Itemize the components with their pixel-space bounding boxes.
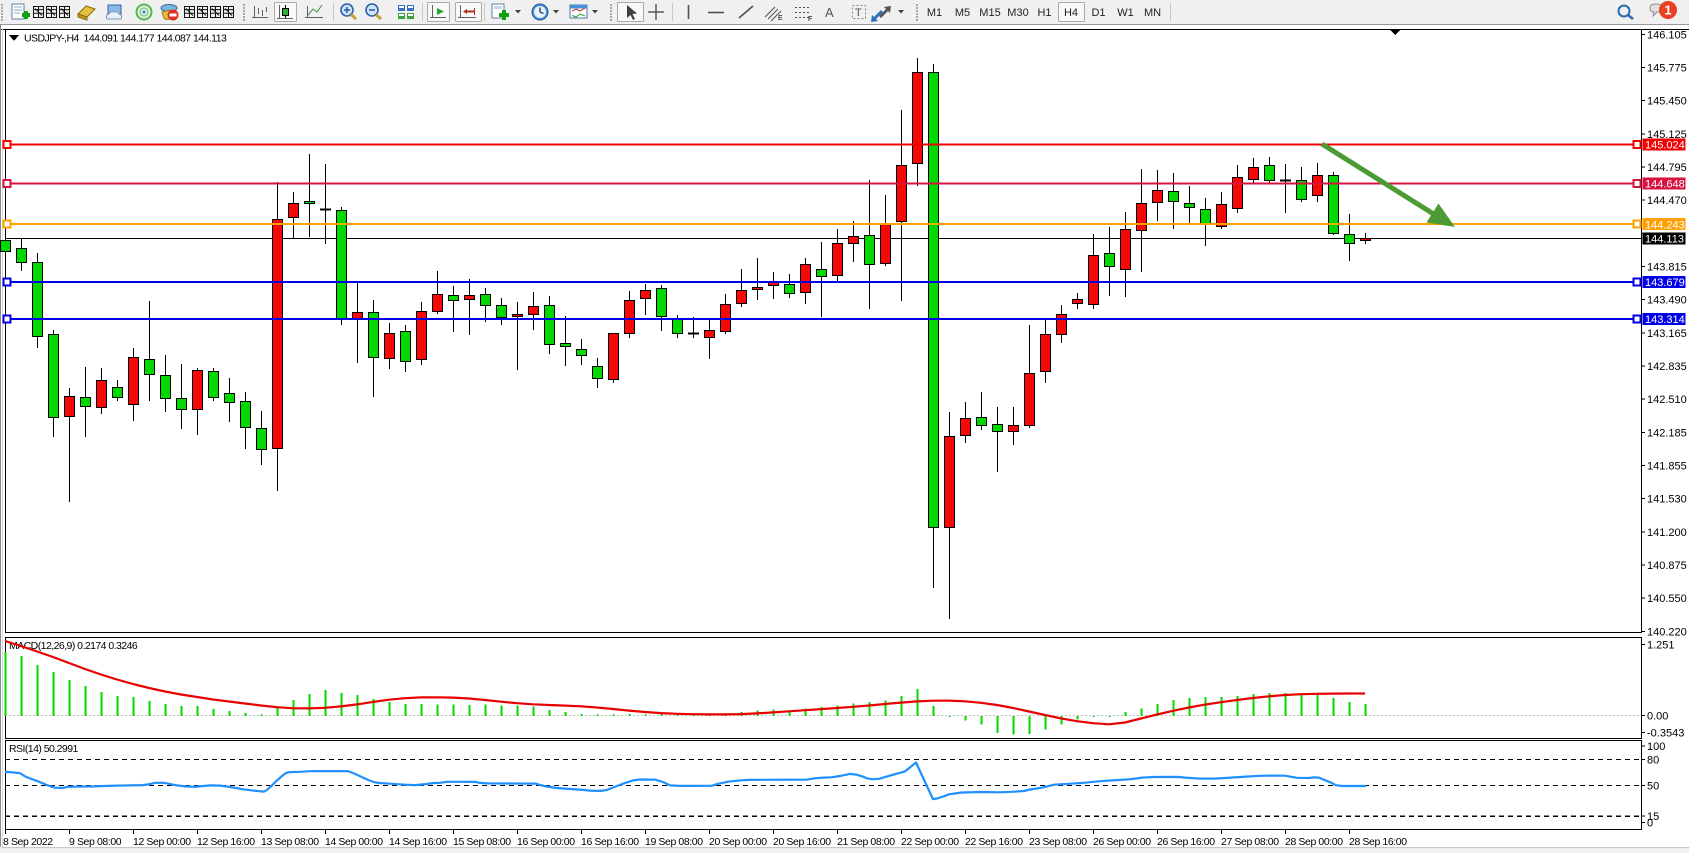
svg-text:15 Sep 08:00: 15 Sep 08:00 xyxy=(453,836,511,848)
svg-text:T: T xyxy=(855,7,862,19)
svg-text:26 Sep 00:00: 26 Sep 00:00 xyxy=(1093,836,1151,848)
svg-text:F: F xyxy=(808,16,812,23)
svg-text:141.200: 141.200 xyxy=(1647,527,1687,539)
svg-text:8 Sep 2022: 8 Sep 2022 xyxy=(3,836,53,848)
svg-text:19 Sep 08:00: 19 Sep 08:00 xyxy=(645,836,703,848)
svg-text:27 Sep 08:00: 27 Sep 08:00 xyxy=(1221,836,1279,848)
svg-text:143.815: 143.815 xyxy=(1647,262,1687,274)
svg-text:E: E xyxy=(778,15,783,22)
svg-text:1.251: 1.251 xyxy=(1647,639,1675,651)
svg-text:144.243: 144.243 xyxy=(1645,219,1685,231)
svg-text:144.113: 144.113 xyxy=(1645,234,1684,246)
svg-text:140.875: 140.875 xyxy=(1647,560,1687,572)
svg-text:W1: W1 xyxy=(1117,7,1134,19)
svg-text:20 Sep 16:00: 20 Sep 16:00 xyxy=(773,836,831,848)
svg-text:140.550: 140.550 xyxy=(1647,593,1687,605)
svg-text:142.185: 142.185 xyxy=(1647,427,1687,439)
svg-text:142.835: 142.835 xyxy=(1647,361,1687,373)
svg-text:50: 50 xyxy=(1647,780,1659,792)
svg-text:MACD(12,26,9) 0.2174 0.3246: MACD(12,26,9) 0.2174 0.3246 xyxy=(9,640,138,652)
svg-text:22 Sep 16:00: 22 Sep 16:00 xyxy=(965,836,1023,848)
svg-text:143.679: 143.679 xyxy=(1645,277,1685,289)
svg-text:M1: M1 xyxy=(927,7,942,19)
svg-text:141.855: 141.855 xyxy=(1647,461,1687,473)
svg-text:RSI(14) 50.2991: RSI(14) 50.2991 xyxy=(9,743,79,755)
svg-text:20 Sep 00:00: 20 Sep 00:00 xyxy=(709,836,767,848)
svg-text:0: 0 xyxy=(1647,818,1653,830)
svg-text:100: 100 xyxy=(1647,741,1665,753)
svg-text:0.00: 0.00 xyxy=(1647,711,1668,723)
svg-text:16 Sep 00:00: 16 Sep 00:00 xyxy=(517,836,575,848)
svg-text:143.165: 143.165 xyxy=(1647,328,1687,340)
svg-text:H1: H1 xyxy=(1037,7,1051,19)
svg-text:12 Sep 00:00: 12 Sep 00:00 xyxy=(133,836,191,848)
svg-text:1: 1 xyxy=(1664,3,1671,18)
svg-text:145.775: 145.775 xyxy=(1647,63,1687,75)
svg-text:MN: MN xyxy=(1144,7,1161,19)
svg-text:16 Sep 16:00: 16 Sep 16:00 xyxy=(581,836,639,848)
svg-text:M15: M15 xyxy=(979,7,1000,19)
svg-text:145.450: 145.450 xyxy=(1647,96,1687,108)
svg-text:144.795: 144.795 xyxy=(1647,162,1687,174)
svg-text:80: 80 xyxy=(1647,755,1659,767)
svg-text:D1: D1 xyxy=(1091,7,1105,19)
svg-text:140.220: 140.220 xyxy=(1647,626,1687,638)
svg-text:23 Sep 08:00: 23 Sep 08:00 xyxy=(1029,836,1087,848)
svg-text:144.470: 144.470 xyxy=(1647,195,1687,207)
svg-text:146.105: 146.105 xyxy=(1647,29,1687,41)
svg-text:9 Sep 08:00: 9 Sep 08:00 xyxy=(69,836,122,848)
svg-text:28 Sep 00:00: 28 Sep 00:00 xyxy=(1285,836,1343,848)
svg-text:143.314: 143.314 xyxy=(1645,314,1685,326)
svg-text:143.490: 143.490 xyxy=(1647,295,1687,307)
svg-text:A: A xyxy=(825,5,834,20)
svg-text:M30: M30 xyxy=(1007,7,1028,19)
svg-text:H4: H4 xyxy=(1064,7,1078,19)
svg-text:144.648: 144.648 xyxy=(1645,179,1685,191)
svg-text:M5: M5 xyxy=(955,7,970,19)
svg-text:142.510: 142.510 xyxy=(1647,394,1687,406)
svg-text:14 Sep 16:00: 14 Sep 16:00 xyxy=(389,836,447,848)
svg-text:145.125: 145.125 xyxy=(1647,129,1687,141)
svg-text:14 Sep 00:00: 14 Sep 00:00 xyxy=(325,836,383,848)
svg-text:15: 15 xyxy=(1647,811,1659,823)
svg-text:22 Sep 00:00: 22 Sep 00:00 xyxy=(901,836,959,848)
svg-text:26 Sep 16:00: 26 Sep 16:00 xyxy=(1157,836,1215,848)
svg-text:USDJPY-,H4 144.091 144.177 14: USDJPY-,H4 144.091 144.177 144.087 144.1… xyxy=(24,33,227,45)
svg-text:12 Sep 16:00: 12 Sep 16:00 xyxy=(197,836,255,848)
svg-text:21 Sep 08:00: 21 Sep 08:00 xyxy=(837,836,895,848)
svg-text:28 Sep 16:00: 28 Sep 16:00 xyxy=(1349,836,1407,848)
svg-text:141.530: 141.530 xyxy=(1647,494,1687,506)
svg-text:13 Sep 08:00: 13 Sep 08:00 xyxy=(261,836,319,848)
svg-text:-0.3543: -0.3543 xyxy=(1647,728,1684,740)
svg-text:145.024: 145.024 xyxy=(1645,140,1685,152)
